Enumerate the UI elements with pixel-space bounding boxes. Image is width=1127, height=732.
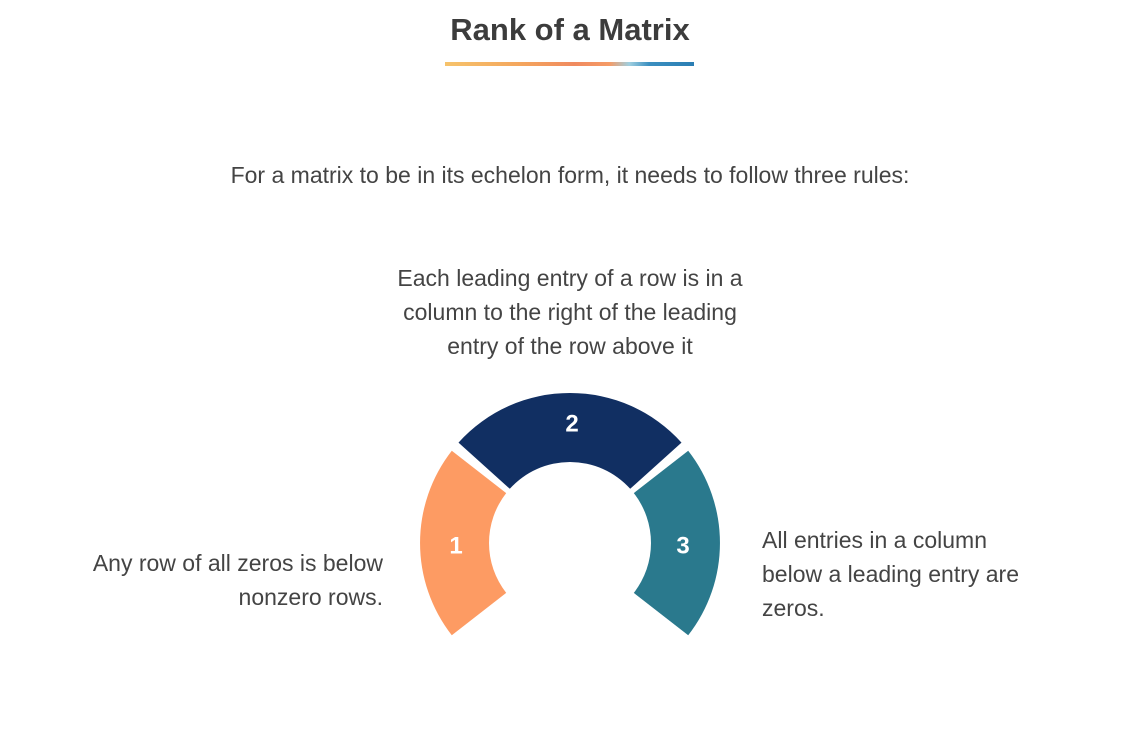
rule-1-line-1: Any row of all zeros is below — [92, 550, 383, 576]
intro-text: For a matrix to be in its echelon form, … — [230, 162, 910, 188]
rule-3-line-1: All entries in a column — [762, 527, 987, 553]
segment-3-arc — [633, 450, 720, 636]
rule-1-line-2: nonzero rows. — [238, 584, 383, 610]
segment-2-arc — [458, 392, 682, 489]
rule-3-line-2: below a leading entry are — [762, 561, 1019, 587]
segment-2-number: 2 — [565, 411, 578, 438]
rule-3-line-3: zeros. — [762, 595, 825, 621]
segment-3-number: 3 — [676, 533, 689, 560]
rule-1-text: Any row of all zeros is below nonzero ro… — [30, 546, 383, 614]
rule-2-line-1: Each leading entry of a row is in a — [397, 265, 743, 291]
page-title: Rank of a Matrix — [450, 12, 690, 47]
segment-1-arc — [420, 450, 507, 636]
rule-2-line-2: column to the right of the leading — [403, 299, 737, 325]
title-underline — [445, 62, 694, 66]
rule-3-text: All entries in a column below a leading … — [762, 523, 1082, 625]
rule-2-text: Each leading entry of a row is in a colu… — [370, 261, 770, 363]
rule-2-line-3: entry of the row above it — [447, 333, 693, 359]
segment-1-number: 1 — [449, 533, 462, 560]
